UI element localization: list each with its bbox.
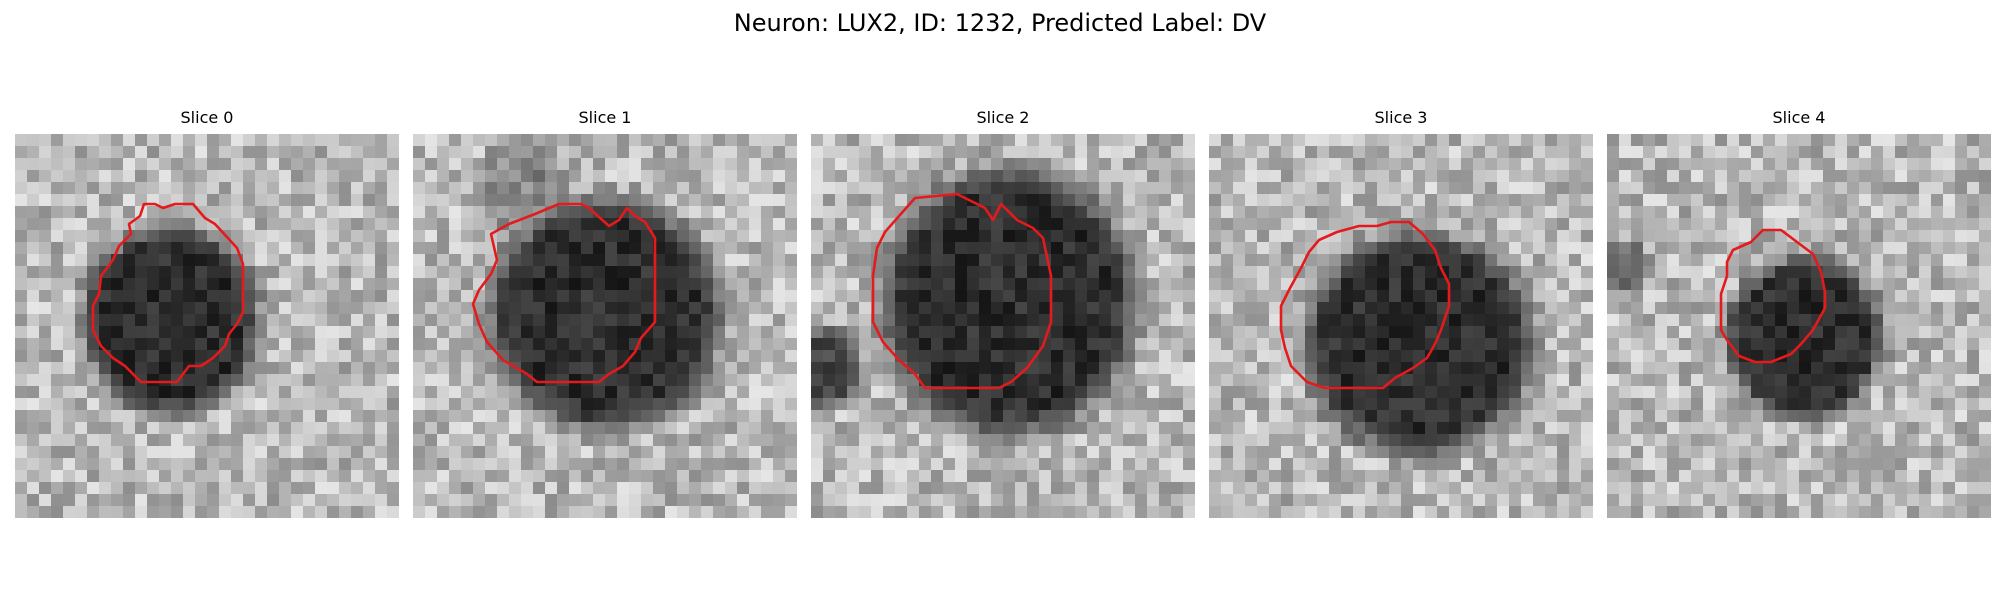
slice-panel-1: Slice 1: [413, 108, 797, 518]
slice-title-0: Slice 0: [15, 108, 399, 128]
slice-title-1: Slice 1: [413, 108, 797, 128]
slice-panel-0: Slice 0: [15, 108, 399, 518]
slice-image-4: [1607, 134, 1991, 518]
slice-image-3: [1209, 134, 1593, 518]
slice-image-2: [811, 134, 1195, 518]
slice-panel-4: Slice 4: [1607, 108, 1991, 518]
slice-panel-3: Slice 3: [1209, 108, 1593, 518]
slice-title-4: Slice 4: [1607, 108, 1991, 128]
slice-image-1: [413, 134, 797, 518]
slice-panel-2: Slice 2: [811, 108, 1195, 518]
slice-title-3: Slice 3: [1209, 108, 1593, 128]
slice-image-0: [15, 134, 399, 518]
slice-title-2: Slice 2: [811, 108, 1195, 128]
figure-title: Neuron: LUX2, ID: 1232, Predicted Label:…: [0, 8, 2000, 38]
